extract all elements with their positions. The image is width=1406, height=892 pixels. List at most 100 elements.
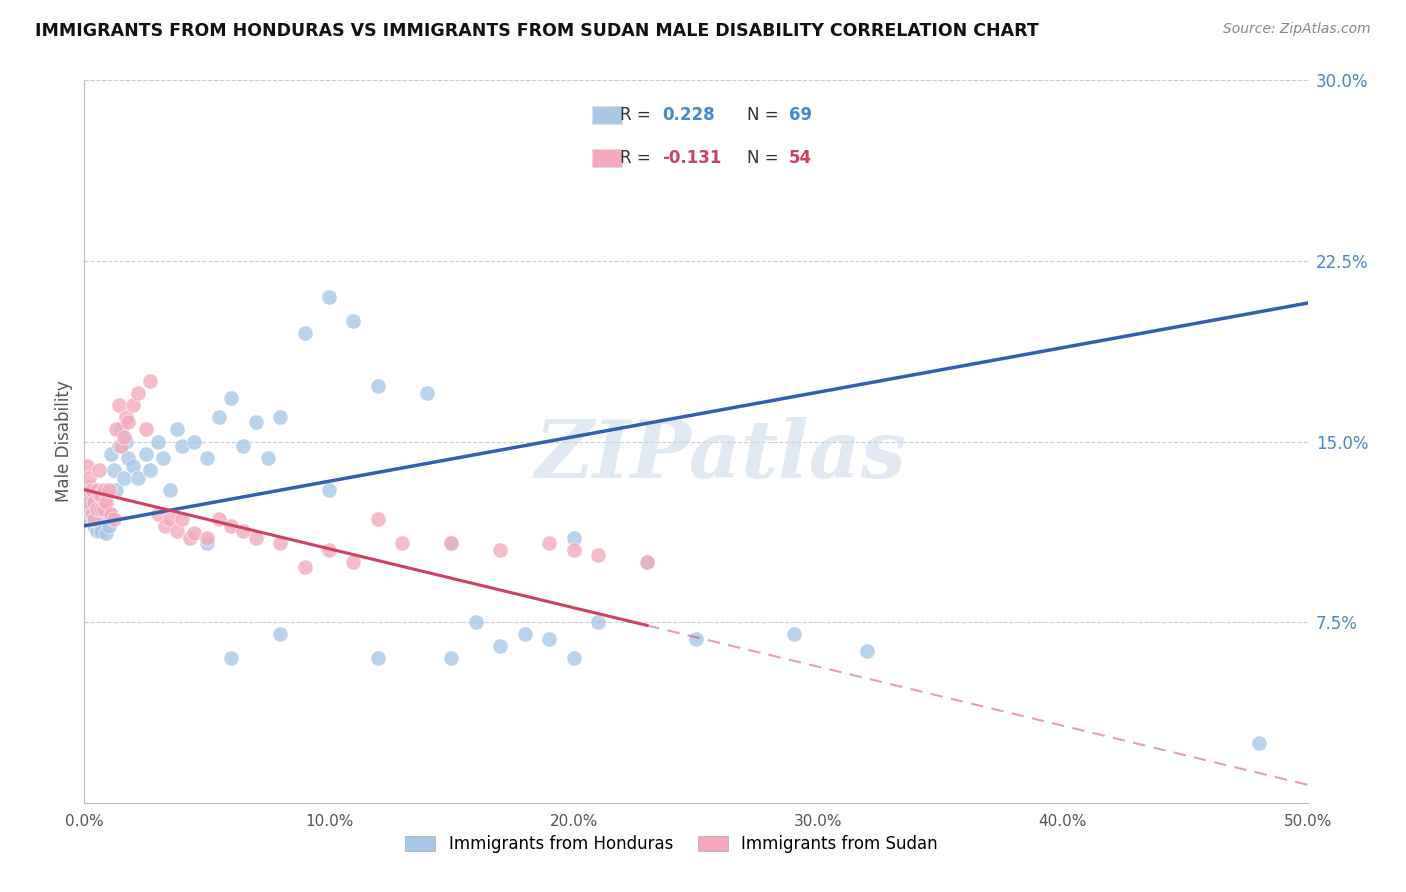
Point [562, 531, 585, 545]
Point [76, 502, 98, 516]
Point [538, 535, 561, 549]
Point [87, 502, 110, 516]
Point [105, 422, 128, 436]
Point [93, 507, 115, 521]
Point [107, 439, 129, 453]
Text: R =: R = [620, 149, 657, 167]
Point [440, 535, 463, 549]
Point [96, 526, 118, 541]
Point [562, 542, 585, 557]
Point [269, 410, 291, 425]
Point [172, 439, 194, 453]
Point [86, 502, 108, 516]
Point [166, 422, 188, 436]
Point [146, 434, 169, 449]
Point [117, 415, 139, 429]
Point [90, 524, 112, 538]
Text: N =: N = [747, 106, 783, 124]
Point [146, 507, 169, 521]
Point [77, 511, 100, 525]
Point [122, 398, 145, 412]
Point [464, 615, 486, 630]
Point [86, 514, 108, 528]
Point [440, 651, 463, 665]
Point [83, 511, 105, 525]
Point [367, 379, 389, 393]
Point [87, 487, 110, 501]
Y-axis label: Male Disability: Male Disability [55, 381, 73, 502]
Point [416, 386, 439, 401]
Point [90, 487, 112, 501]
Point [100, 446, 122, 460]
Point [195, 531, 218, 545]
Point [83, 518, 105, 533]
Point [100, 507, 122, 521]
Text: -0.131: -0.131 [662, 149, 721, 167]
Point [112, 470, 135, 484]
Point [245, 531, 267, 545]
Point [586, 548, 609, 562]
Text: ZIPatlas: ZIPatlas [534, 417, 907, 495]
Point [219, 651, 242, 665]
Point [489, 639, 512, 653]
Point [80, 507, 103, 521]
Point [538, 632, 561, 646]
Point [391, 535, 413, 549]
Point [208, 410, 231, 425]
Point [318, 290, 340, 304]
Point [139, 463, 162, 477]
Point [342, 555, 364, 569]
Point [86, 483, 108, 497]
Point [87, 463, 110, 477]
Point [318, 542, 340, 557]
Point [110, 439, 132, 453]
Point [179, 531, 201, 545]
Point [367, 511, 389, 525]
Point [90, 509, 112, 524]
Point [367, 651, 389, 665]
Point [112, 430, 135, 444]
Point [83, 494, 105, 508]
Point [685, 632, 707, 646]
Point [97, 518, 120, 533]
Point [110, 422, 132, 436]
Point [76, 458, 98, 473]
Text: Source: ZipAtlas.com: Source: ZipAtlas.com [1223, 22, 1371, 37]
Point [153, 518, 176, 533]
Point [80, 507, 103, 521]
Text: R =: R = [620, 106, 657, 124]
Point [93, 483, 115, 497]
Point [87, 516, 110, 531]
Point [76, 483, 98, 497]
Bar [592, 105, 623, 124]
Point [269, 535, 291, 549]
Point [117, 451, 139, 466]
Point [219, 518, 242, 533]
Point [93, 502, 115, 516]
Point [232, 439, 254, 453]
Point [183, 434, 205, 449]
Point [245, 415, 267, 429]
Point [135, 422, 157, 436]
Point [80, 483, 103, 497]
Point [856, 644, 879, 658]
Point [103, 463, 125, 477]
Point [77, 480, 100, 494]
Point [152, 451, 174, 466]
Point [172, 511, 194, 525]
Point [219, 391, 242, 405]
Text: N =: N = [747, 149, 783, 167]
Point [86, 524, 108, 538]
Point [77, 470, 100, 484]
Point [294, 559, 316, 574]
Point [232, 524, 254, 538]
Point [96, 494, 118, 508]
Point [139, 374, 162, 388]
Legend: Immigrants from Honduras, Immigrants from Sudan: Immigrants from Honduras, Immigrants fro… [398, 828, 945, 860]
Point [195, 451, 218, 466]
Point [97, 507, 120, 521]
Point [783, 627, 806, 641]
Point [636, 555, 658, 569]
Point [269, 627, 291, 641]
Point [183, 526, 205, 541]
